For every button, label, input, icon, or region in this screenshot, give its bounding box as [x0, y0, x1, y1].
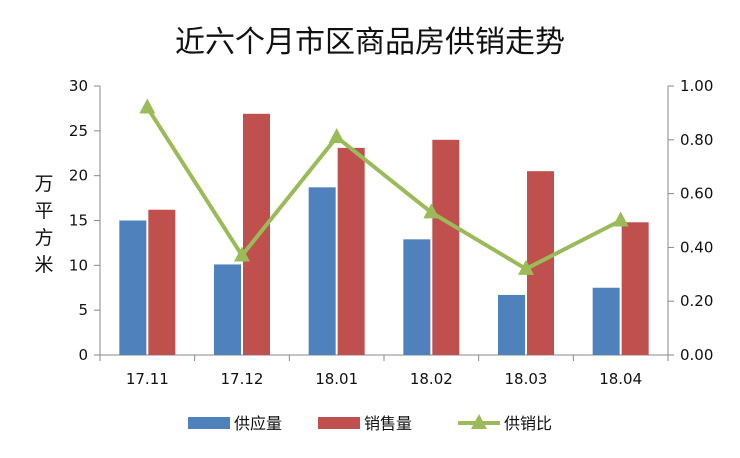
x-tick-label: 18.03: [505, 370, 548, 388]
bar-sales: [621, 222, 649, 355]
y2-tick-label: 0.60: [680, 185, 713, 203]
legend-swatch: [188, 417, 230, 429]
ratio-point: [139, 98, 156, 114]
ratio-point: [328, 128, 345, 144]
x-tick-label: 17.12: [221, 370, 264, 388]
y-axis-label-char: 平: [34, 200, 53, 222]
bar-sales: [148, 209, 176, 355]
y2-tick-label: 0.40: [680, 238, 713, 256]
y-axis-label-char: 万: [34, 173, 53, 195]
y-tick-label: 10: [69, 256, 88, 274]
x-tick-label: 18.02: [410, 370, 453, 388]
y2-tick-label: 1.00: [680, 77, 713, 95]
ratio-point: [234, 246, 250, 262]
y2-tick-label: 0.80: [680, 131, 713, 149]
bar-sales: [432, 139, 460, 355]
y-tick-label: 15: [69, 212, 88, 230]
axes: 0 5 10 15 20 25 30 0.00 0.20 0.40 0.60 0.80 1.00: [69, 77, 714, 364]
bar-sales: [337, 147, 365, 355]
legend-label: 供应量: [234, 414, 282, 433]
y-tick-label: 0: [78, 346, 88, 364]
bar-supply: [592, 287, 620, 355]
x-tick-label: 18.04: [599, 370, 642, 388]
legend-swatch: [318, 417, 360, 429]
legend-label: 销售量: [364, 414, 412, 433]
y-tick-label: 20: [69, 167, 88, 185]
bars: [119, 113, 649, 356]
legend-marker: [471, 414, 487, 429]
ratio-point: [423, 203, 440, 219]
x-tick-label: 18.01: [315, 370, 358, 388]
chart-title: 近六个月市区商品房供销走势: [175, 25, 565, 60]
ratio-point: [612, 211, 629, 227]
ratio-line: [139, 98, 629, 275]
bar-supply: [214, 264, 241, 355]
x-axis-categories: 17.11 17.12 18.01 18.02 18.03 18.04: [126, 370, 642, 388]
bar-supply: [308, 187, 336, 355]
y-tick-label: 30: [69, 77, 88, 95]
y-axis-label-char: 方: [34, 227, 53, 249]
legend-label: 供销比: [504, 414, 552, 433]
bar-supply: [403, 239, 431, 355]
bar-supply: [498, 294, 525, 355]
y-tick-label: 25: [69, 122, 88, 140]
bar-supply: [119, 220, 147, 355]
legend: 供应量 销售量 供销比: [188, 414, 552, 433]
x-tick-label: 17.11: [126, 370, 169, 388]
ratio-point: [518, 259, 534, 275]
ratio-line-path: [145, 106, 622, 271]
y-axis-label-char: 米: [34, 254, 53, 276]
y2-tick-label: 0.20: [680, 292, 713, 310]
y2-tick-label: 0.00: [680, 346, 713, 364]
y-tick-label: 5: [78, 301, 88, 319]
